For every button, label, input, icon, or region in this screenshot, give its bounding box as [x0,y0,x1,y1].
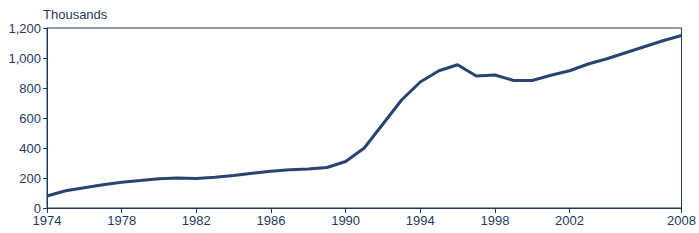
svg-text:1986: 1986 [256,213,285,228]
svg-text:0: 0 [33,200,41,216]
svg-text:1998: 1998 [480,213,509,228]
svg-text:800: 800 [19,81,41,96]
svg-text:Thousands: Thousands [43,7,108,22]
svg-text:400: 400 [19,141,41,156]
svg-text:200: 200 [19,171,41,186]
svg-text:1,000: 1,000 [8,51,41,66]
svg-text:600: 600 [19,111,41,126]
svg-text:1978: 1978 [107,213,136,228]
svg-text:1994: 1994 [406,213,435,228]
svg-text:1,200: 1,200 [8,21,41,36]
svg-text:1974: 1974 [33,213,62,228]
svg-text:2002: 2002 [555,213,584,228]
svg-text:1982: 1982 [182,213,211,228]
svg-text:2008: 2008 [667,213,696,228]
svg-text:1990: 1990 [331,213,360,228]
